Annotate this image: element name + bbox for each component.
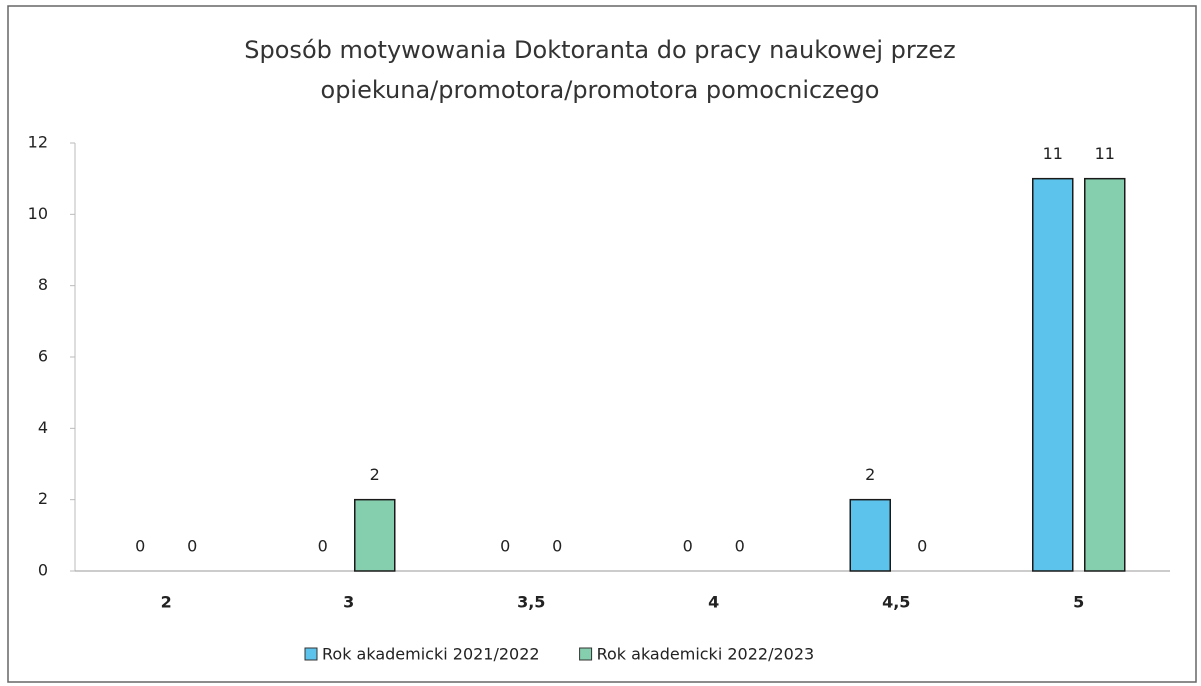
y-tick-label: 8: [38, 275, 48, 294]
bar: [849, 498, 891, 572]
bar: [354, 498, 396, 572]
legend-label: Rok akademicki 2022/2023: [597, 645, 815, 664]
data-label: 0: [500, 537, 510, 556]
y-tick-label: 0: [38, 561, 48, 580]
data-label: 2: [370, 465, 380, 484]
data-label: 0: [917, 537, 927, 556]
data-label: 0: [552, 537, 562, 556]
data-label: 11: [1095, 144, 1115, 163]
y-tick-label: 4: [38, 418, 48, 437]
x-tick-label: 5: [1073, 593, 1084, 612]
bar: [1032, 177, 1074, 572]
data-label: 2: [865, 465, 875, 484]
data-label: 0: [187, 537, 197, 556]
legend-swatch: [304, 647, 318, 661]
y-tick-label: 6: [38, 347, 48, 366]
bar: [1084, 177, 1126, 572]
legend-label: Rok akademicki 2021/2022: [322, 645, 540, 664]
x-tick-label: 4,5: [882, 593, 910, 612]
x-tick-label: 4: [708, 593, 719, 612]
y-tick-label: 10: [28, 204, 48, 223]
data-label: 0: [735, 537, 745, 556]
data-label: 0: [135, 537, 145, 556]
chart-frame: [7, 5, 1197, 683]
y-tick-label: 12: [28, 133, 48, 152]
data-label: 0: [683, 537, 693, 556]
x-tick-label: 2: [161, 593, 172, 612]
data-label: 0: [318, 537, 328, 556]
chart-title: Sposób motywowania Doktoranta do pracy n…: [244, 36, 956, 104]
data-label: 11: [1043, 144, 1063, 163]
legend-swatch: [579, 647, 593, 661]
y-tick-label: 2: [38, 489, 48, 508]
x-tick-label: 3,5: [517, 593, 545, 612]
x-tick-label: 3: [343, 593, 354, 612]
